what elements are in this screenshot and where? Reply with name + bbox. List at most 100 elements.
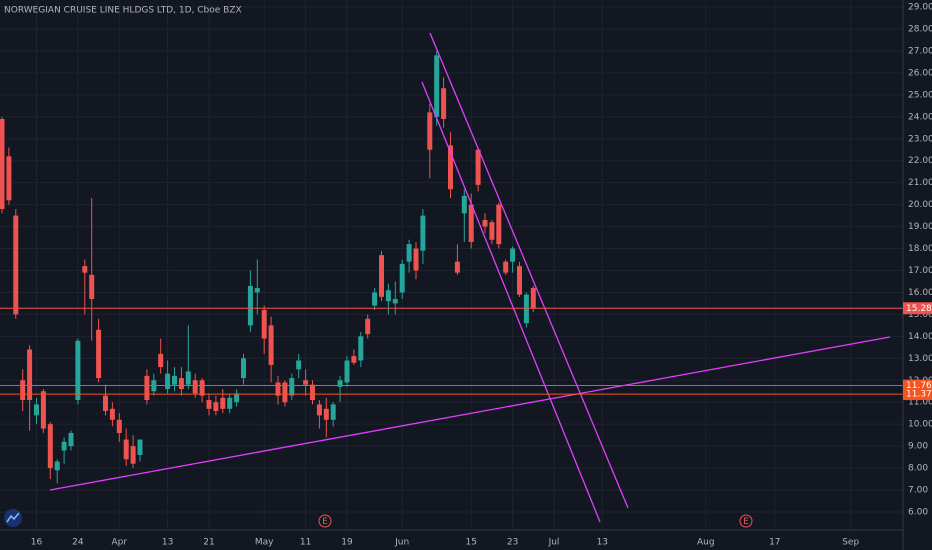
x-tick-label: 24	[72, 538, 84, 548]
candle-body	[268, 325, 274, 365]
y-tick-label: 25.00	[908, 90, 932, 100]
candle-body	[68, 432, 74, 447]
candle-body	[40, 391, 46, 429]
y-tick-label: 20.00	[908, 200, 932, 210]
candle-body	[158, 353, 164, 368]
candle-body	[289, 378, 295, 396]
overlay	[0, 307, 903, 395]
candle-body	[503, 261, 509, 273]
candle-body	[310, 384, 315, 401]
x-tick-label: 11	[300, 538, 311, 548]
candle-body	[441, 88, 447, 119]
earnings-marker	[739, 514, 753, 528]
candle-body	[282, 382, 288, 403]
candle-body	[420, 215, 426, 251]
candle-body	[434, 55, 440, 117]
candle-body	[358, 336, 364, 361]
candle-body	[510, 248, 516, 262]
x-tick-label: May	[255, 538, 274, 548]
y-tick-label: 17.00	[908, 266, 932, 276]
candle-body	[406, 244, 412, 262]
candle-body	[247, 285, 253, 326]
x-tick-label: Jul	[548, 538, 560, 548]
candle-body	[123, 439, 129, 460]
candle-body	[185, 371, 191, 385]
y-tick-label: 6.00	[908, 507, 928, 517]
price-label-box	[903, 388, 932, 401]
candle-body	[461, 195, 467, 214]
logo[interactable]	[4, 509, 22, 527]
candle-body	[178, 378, 184, 390]
price-label: 11.76	[906, 381, 932, 391]
trend-line	[429, 32, 629, 509]
candle-body	[275, 382, 281, 396]
x-tick-label: 15	[465, 538, 476, 548]
x-tick-label: 23	[507, 538, 518, 548]
candle-body	[323, 408, 329, 420]
candle-body	[337, 380, 343, 387]
candle-body	[303, 380, 309, 385]
candle-body	[234, 393, 240, 403]
candle-body	[351, 356, 357, 363]
y-tick-label: 16.00	[908, 288, 932, 298]
logo-icon	[6, 512, 20, 523]
x-tick-label: Jun	[394, 538, 409, 548]
y-tick-label: 11.00	[908, 398, 932, 408]
earnings-marker	[318, 514, 332, 528]
candle-body	[448, 145, 453, 190]
candle-body	[316, 404, 322, 416]
y-tick-label: 23.00	[908, 134, 932, 144]
candle-body	[296, 360, 302, 370]
candle-body	[199, 380, 205, 396]
candle-body	[468, 204, 474, 242]
candle-body	[254, 288, 260, 293]
candle-body	[365, 318, 371, 335]
candle-body	[523, 294, 529, 324]
candle-body	[27, 349, 33, 401]
candle-body	[489, 222, 495, 240]
candle-body	[172, 375, 177, 385]
price-label-box	[903, 302, 932, 315]
candle-body	[372, 292, 378, 306]
candle-body	[475, 149, 481, 185]
candle-body	[137, 439, 143, 455]
candle-body	[34, 404, 39, 416]
candle-body	[130, 446, 136, 464]
candle-body	[61, 441, 67, 451]
candles	[0, 50, 536, 484]
candle-body	[399, 263, 405, 293]
y-tick-label: 9.00	[908, 442, 928, 452]
candle-body	[75, 340, 81, 401]
y-tick-label: 24.00	[908, 112, 932, 122]
candle-body	[392, 299, 398, 304]
y-tick-label: 27.00	[908, 46, 932, 56]
candle-body	[227, 397, 233, 409]
candle-body	[20, 380, 26, 401]
candle-body	[192, 380, 198, 394]
candle-body	[379, 255, 384, 297]
x-tick-label: 13	[162, 538, 173, 548]
candle-body	[482, 219, 488, 227]
candle-body	[530, 288, 536, 309]
y-tick-label: 26.00	[908, 68, 932, 78]
candle-body	[496, 204, 502, 245]
x-tick-label: 21	[203, 538, 214, 548]
y-tick-label: 15.00	[908, 310, 932, 320]
candle-body	[454, 261, 460, 273]
y-tick-label: 28.00	[908, 24, 932, 34]
earnings-label: E	[322, 517, 328, 527]
x-tick-label: Apr	[112, 538, 128, 548]
candle-body	[413, 248, 419, 271]
candle-body	[116, 419, 122, 433]
candle-body	[385, 290, 391, 302]
candle-body	[144, 375, 150, 401]
trend-line	[421, 81, 601, 523]
drawings	[49, 32, 891, 523]
x-tick-label: 16	[31, 538, 43, 548]
price-label: 15.28	[906, 304, 932, 314]
y-tick-label: 14.00	[908, 332, 932, 342]
candle-body	[82, 266, 88, 273]
x-tick-label: Sep	[842, 538, 859, 548]
